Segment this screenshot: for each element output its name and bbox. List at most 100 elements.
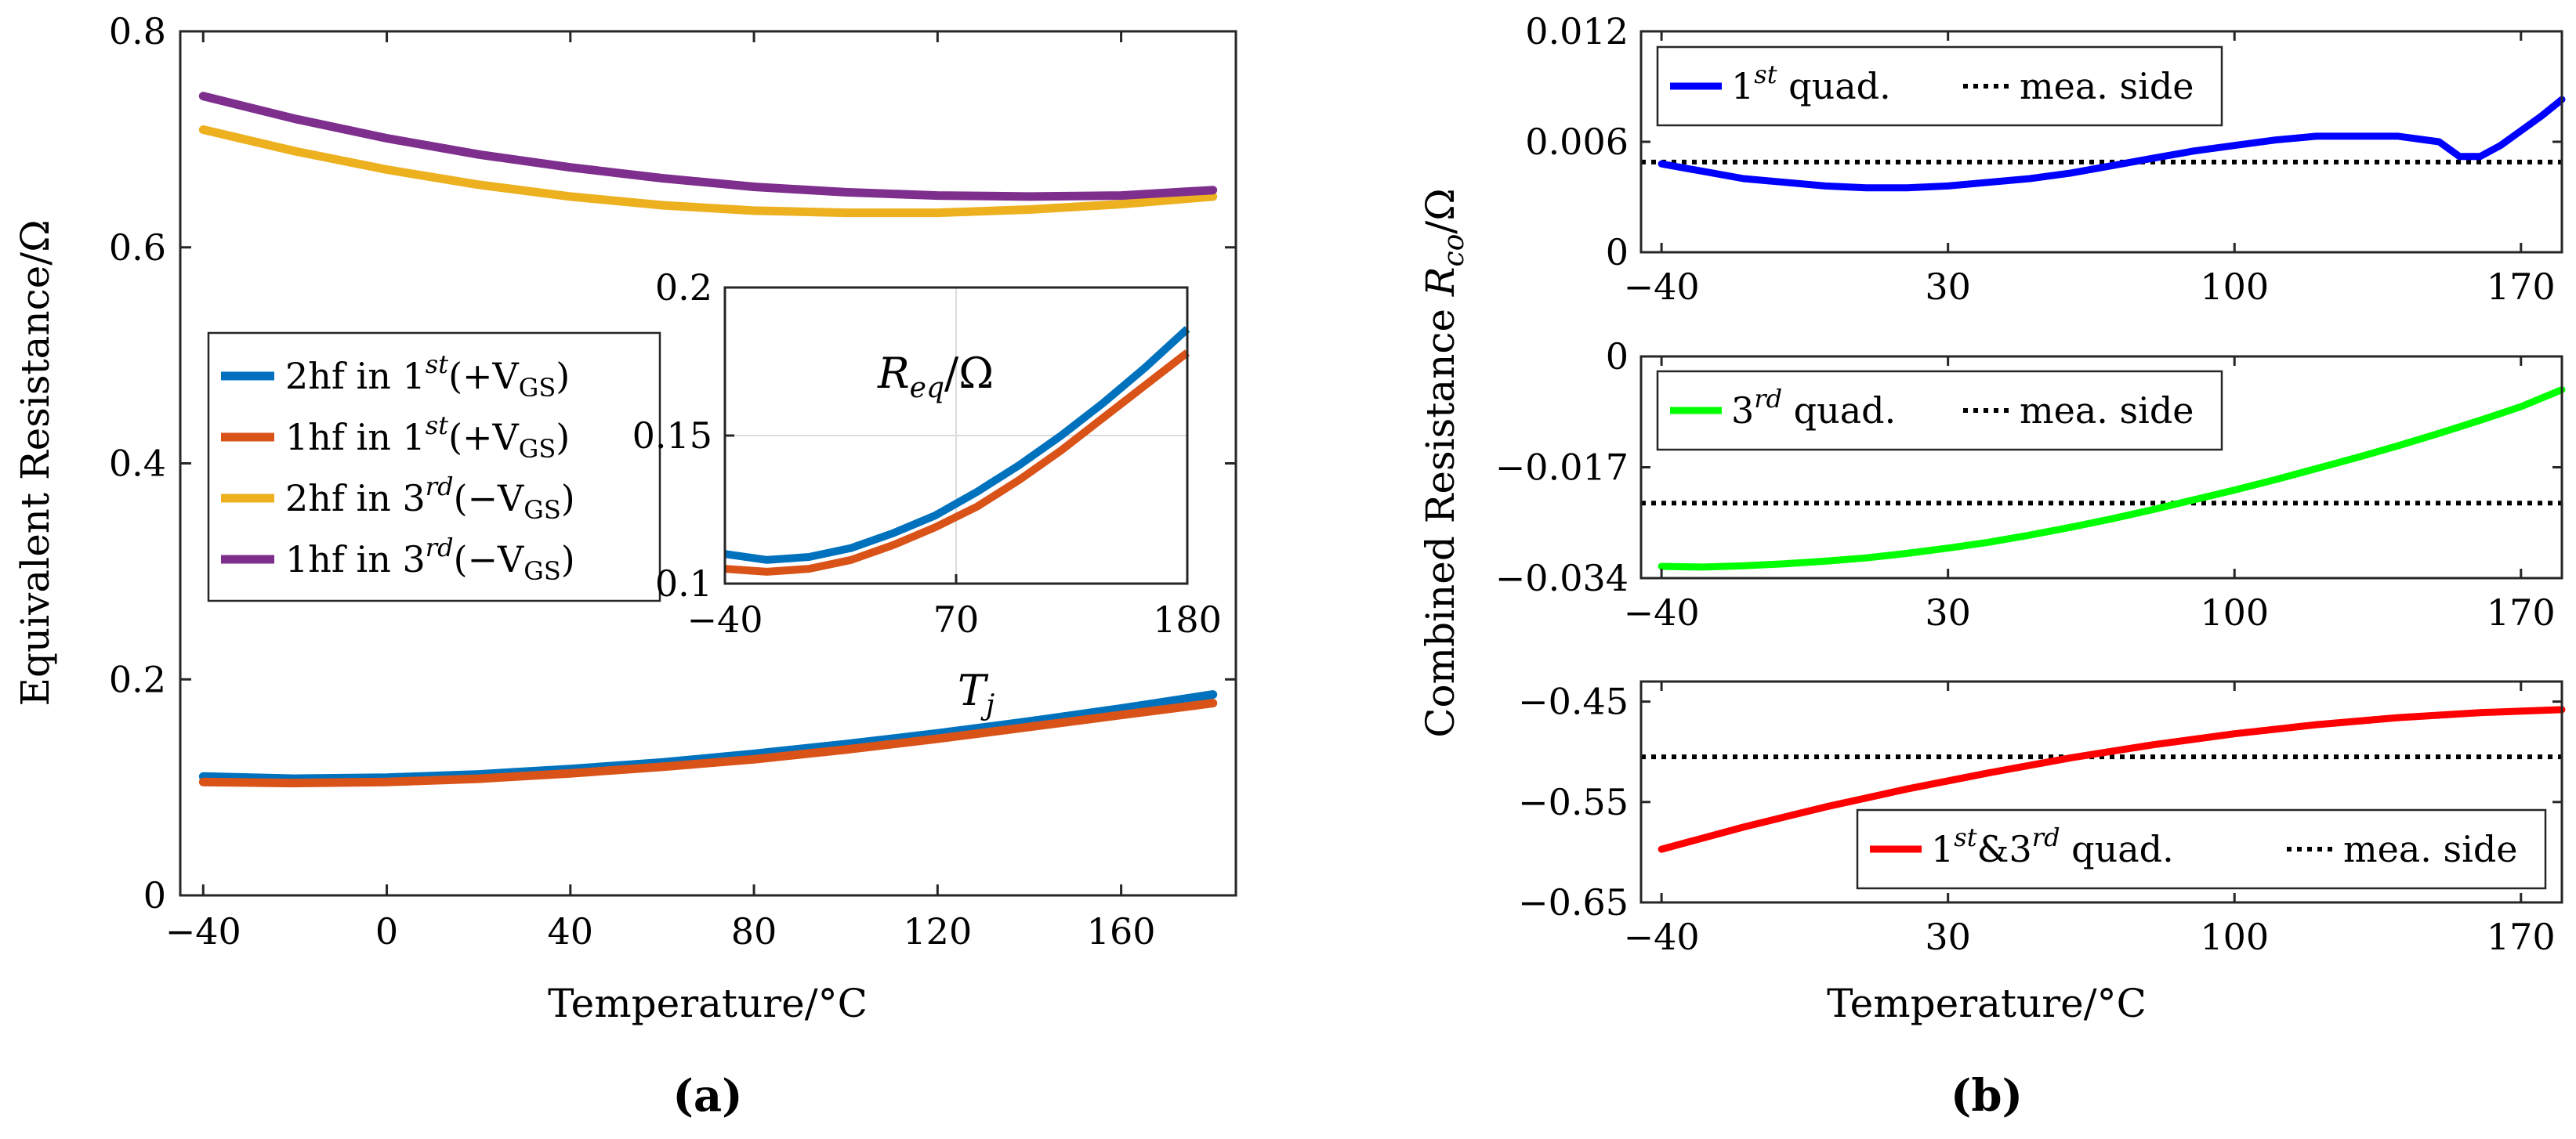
- legend-label: 1st&3rd quad.: [1931, 823, 2174, 870]
- panel-a-inset-series-layer: [724, 326, 1190, 576]
- y-tick-label: −0.034: [1495, 557, 1629, 599]
- x-tick-label: 170: [2487, 266, 2556, 308]
- legend-box: [1656, 370, 2223, 451]
- legend-label: 3rd quad.: [1731, 384, 1896, 432]
- x-tick-label: 100: [2200, 266, 2269, 308]
- legend-label-part: ): [561, 477, 575, 519]
- x-tick-label: 80: [731, 910, 777, 953]
- inset-label-symbol: R: [877, 349, 910, 398]
- legend-label-part: (+V: [448, 355, 519, 397]
- panel-b-subplot-2: −40 30 100 170 0 −0.017 −0.034 3rd quad. mea. si…: [1495, 335, 2566, 634]
- legend-label-part: 1: [1731, 65, 1754, 107]
- legend-label-part: rd: [426, 472, 454, 501]
- inset-y-tick-label: 0.1: [655, 562, 712, 605]
- panel-b-caption: (b): [1951, 1070, 2023, 1122]
- inset-y-tick-label: 0.15: [632, 414, 712, 457]
- series-line: [1658, 386, 2566, 571]
- axes-box: [1639, 680, 2563, 904]
- panel-b-ylabel-text: Combined Resistance: [1418, 296, 1463, 738]
- x-tick-label: 170: [2487, 916, 2556, 958]
- series-line-2: [198, 699, 1218, 788]
- legend-label-part: ): [556, 416, 570, 458]
- inset-label-unit: /Ω: [944, 349, 994, 398]
- inset-x-tick-label: 180: [1153, 598, 1222, 641]
- x-tick-label: −40: [1624, 266, 1700, 308]
- panel-a-inset-ticks: −40 70 180 0.1 0.15 0.2: [632, 266, 1222, 641]
- legend-label-part: rd: [1754, 384, 1782, 414]
- y-tick-label: −0.55: [1518, 781, 1629, 823]
- y-tick-label: −0.45: [1518, 681, 1629, 723]
- panel-b-ylabel: Combined Resistance Rco/Ω: [1418, 188, 1470, 737]
- y-tick-label: 0.4: [109, 443, 166, 485]
- panel-b-subplot-1: −40 30 100 170 0 0.006 0.012 1st quad. mea. side: [1525, 10, 2566, 308]
- legend-label-part: st: [1754, 60, 1777, 89]
- legend-label-part: 1hf in 3: [285, 538, 426, 580]
- inset-y-tick-label: 0.2: [655, 266, 712, 309]
- legend-label-part: rd: [2032, 823, 2060, 852]
- y-tick-label: 0.012: [1525, 10, 1629, 52]
- legend-label-part: GS: [519, 373, 556, 403]
- y-tick-label: 0.8: [109, 10, 166, 52]
- legend-label-part: ): [561, 538, 575, 580]
- legend-label: 1st quad.: [1731, 60, 1891, 107]
- panel-a-xlabel: Temperature/°C: [548, 981, 868, 1026]
- legend-label-part: st: [1954, 823, 1976, 852]
- legend-label-part: 3: [1731, 389, 1754, 432]
- x-tick-label: 30: [1925, 266, 1971, 308]
- legend-label-part: &3: [1977, 828, 2032, 870]
- subplot-legend: 3rd quad. mea. side: [1656, 370, 2223, 451]
- panel-a-inset-ylabel: Req/Ω: [877, 349, 994, 404]
- panel-b-ylabel-symbol: R: [1418, 266, 1463, 297]
- y-tick-label: 0: [1606, 335, 1629, 378]
- legend-label-part: st: [426, 410, 448, 440]
- y-tick-label: 0: [143, 874, 166, 917]
- legend-label-2: 1hf in 1st(+VGS): [285, 410, 570, 464]
- legend-label-part: st: [426, 349, 448, 379]
- inset-series-line-2: [724, 326, 1190, 564]
- inset-x-tick-label: 70: [933, 598, 980, 641]
- panel-a-ylabel: Equivalent Resistance/Ω: [13, 219, 58, 706]
- legend-label-part: (−V: [454, 538, 524, 580]
- legend-ref-label: mea. side: [2343, 828, 2518, 870]
- series-line: [1658, 706, 2566, 853]
- subplot-legend: 1st quad. mea. side: [1656, 45, 2223, 127]
- legend-label-part: GS: [519, 434, 556, 464]
- y-tick-label: 0.2: [109, 658, 166, 700]
- x-tick-label: 40: [548, 910, 594, 953]
- panel-a-legend-box: [207, 331, 661, 602]
- y-tick-label: 0.006: [1525, 121, 1629, 163]
- x-tick-label: −40: [165, 910, 241, 953]
- legend-label-part: 1hf in 1: [285, 416, 426, 458]
- x-tick-label: 30: [1925, 916, 1971, 958]
- panel-a-legend-entries: 2hf in 1st(+VGS)1hf in 1st(+VGS)2hf in 3…: [221, 349, 575, 586]
- panel-a-caption: (a): [672, 1070, 742, 1122]
- series-line-3: [198, 125, 1218, 218]
- inset-xlabel-symbol: T: [958, 666, 989, 715]
- legend-label-part: (−V: [454, 477, 524, 519]
- legend-label-part: 2hf in 3: [285, 477, 426, 519]
- legend-box: [1856, 808, 2547, 890]
- panel-b-ylabel-unit: /Ω: [1418, 188, 1463, 233]
- legend-label-part: 1: [1931, 828, 1954, 870]
- legend-label-1: 2hf in 1st(+VGS): [285, 349, 570, 403]
- x-tick-label: −40: [1624, 591, 1700, 634]
- legend-label-part: quad.: [1777, 65, 1891, 107]
- panel-b-ylabel-sub: co: [1438, 234, 1470, 267]
- y-tick-label: 0: [1606, 231, 1629, 273]
- x-tick-label: 30: [1925, 591, 1971, 634]
- panel-a-inset-xlabel: Tj: [958, 666, 995, 721]
- legend-ref-label: mea. side: [2020, 389, 2194, 432]
- series-line-4: [198, 92, 1218, 201]
- legend-label-part: GS: [524, 495, 560, 525]
- y-tick-label: −0.65: [1518, 881, 1629, 924]
- legend-label-part: 2hf in 1: [285, 355, 426, 397]
- y-tick-label: 0.6: [109, 226, 166, 269]
- x-tick-label: 120: [903, 910, 972, 953]
- legend-label-part: GS: [524, 556, 560, 586]
- panel-a-inset: −40 70 180 0.1 0.15 0.2 Req/Ω Tj: [632, 266, 1222, 721]
- x-tick-label: 160: [1087, 910, 1156, 953]
- panel-a-series-layer: [198, 92, 1218, 788]
